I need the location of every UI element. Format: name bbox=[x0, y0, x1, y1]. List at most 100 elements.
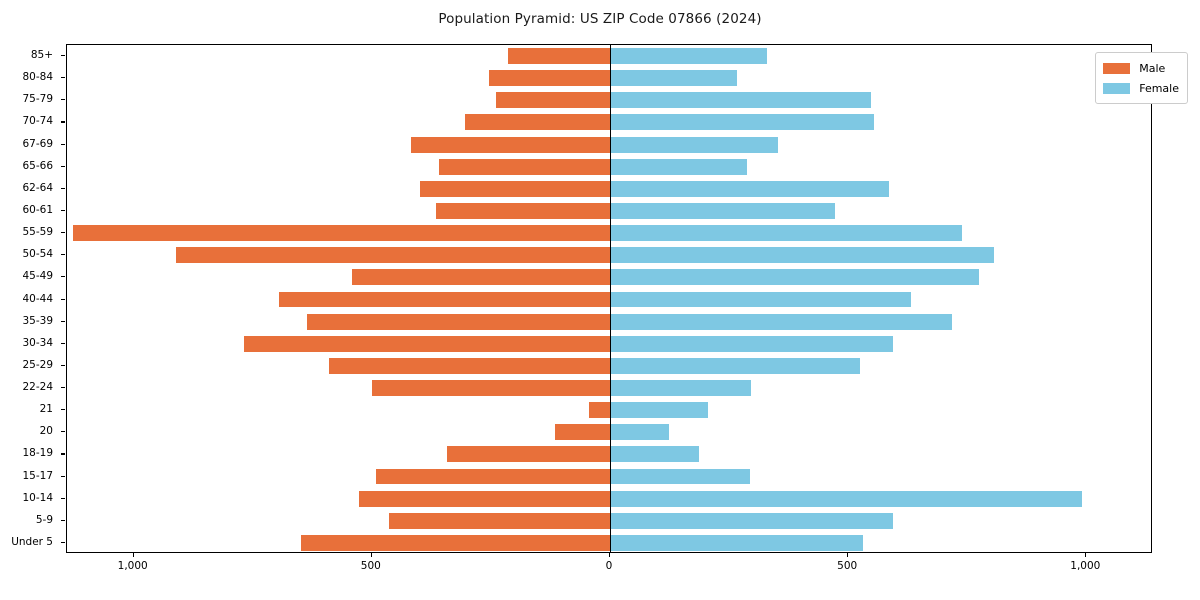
y-axis-tick-label: 25-29 bbox=[22, 358, 53, 371]
bar-female[interactable] bbox=[610, 291, 911, 308]
bars-layer bbox=[67, 45, 1151, 552]
bar-row bbox=[67, 534, 1151, 551]
bar-male[interactable] bbox=[176, 247, 610, 264]
bar-female[interactable] bbox=[610, 114, 874, 131]
bar-row bbox=[67, 512, 1151, 529]
y-axis-tick bbox=[61, 453, 65, 455]
bar-female[interactable] bbox=[610, 490, 1083, 507]
bar-female[interactable] bbox=[610, 70, 737, 87]
x-axis-tick bbox=[132, 553, 134, 557]
bar-row bbox=[67, 357, 1151, 374]
bar-female[interactable] bbox=[610, 313, 953, 330]
x-axis-tick bbox=[370, 553, 372, 557]
bar-row bbox=[67, 424, 1151, 441]
bar-female[interactable] bbox=[610, 247, 995, 264]
bar-row bbox=[67, 92, 1151, 109]
bar-female[interactable] bbox=[610, 48, 767, 65]
y-axis-tick-label: 45-49 bbox=[22, 270, 53, 283]
bar-male[interactable] bbox=[508, 48, 610, 65]
bar-row bbox=[67, 114, 1151, 131]
bar-row bbox=[67, 291, 1151, 308]
bar-row bbox=[67, 380, 1151, 396]
bar-female[interactable] bbox=[610, 158, 748, 175]
bar-male[interactable] bbox=[555, 424, 610, 441]
bar-male[interactable] bbox=[588, 402, 610, 419]
bar-male[interactable] bbox=[420, 180, 610, 197]
bar-female[interactable] bbox=[610, 512, 893, 529]
x-axis-tick bbox=[847, 553, 849, 557]
bar-male[interactable] bbox=[411, 136, 610, 153]
bar-male[interactable] bbox=[278, 291, 610, 308]
x-axis-tick-label: 500 bbox=[837, 560, 858, 572]
y-axis-tick bbox=[61, 431, 65, 433]
zero-axis-line bbox=[610, 45, 612, 552]
bar-male[interactable] bbox=[329, 357, 610, 374]
y-axis-tick bbox=[61, 143, 65, 145]
chart-title: Population Pyramid: US ZIP Code 07866 (2… bbox=[438, 11, 762, 27]
y-axis-tick-label: 5-9 bbox=[35, 513, 53, 526]
y-axis-tick bbox=[61, 276, 65, 278]
y-axis-tick bbox=[61, 497, 65, 499]
bar-female[interactable] bbox=[610, 180, 889, 197]
y-axis-tick bbox=[61, 409, 65, 411]
y-axis-tick bbox=[61, 121, 65, 123]
bar-male[interactable] bbox=[351, 269, 610, 286]
y-axis-tick-label: Under 5 bbox=[11, 535, 53, 548]
bar-male[interactable] bbox=[439, 158, 610, 175]
y-axis-tick-label: 40-44 bbox=[22, 292, 53, 305]
plot-area bbox=[66, 44, 1152, 553]
bar-row bbox=[67, 225, 1151, 242]
bar-male[interactable] bbox=[376, 468, 610, 485]
bar-male[interactable] bbox=[372, 380, 610, 396]
bar-row bbox=[67, 313, 1151, 330]
bar-row bbox=[67, 48, 1151, 65]
legend-entry-male[interactable]: Male bbox=[1103, 58, 1179, 78]
bar-female[interactable] bbox=[610, 269, 979, 286]
bar-male[interactable] bbox=[465, 114, 610, 131]
bar-female[interactable] bbox=[610, 534, 863, 551]
bar-female[interactable] bbox=[610, 446, 699, 463]
bar-row bbox=[67, 468, 1151, 485]
bar-female[interactable] bbox=[610, 335, 894, 352]
y-axis-tick bbox=[61, 320, 65, 322]
y-axis-tick-label: 80-84 bbox=[22, 71, 53, 84]
bar-male[interactable] bbox=[244, 335, 610, 352]
y-axis-tick bbox=[61, 364, 65, 366]
legend-entry-female[interactable]: Female bbox=[1103, 78, 1179, 98]
bar-female[interactable] bbox=[610, 136, 778, 153]
bar-male[interactable] bbox=[489, 70, 610, 87]
bar-male[interactable] bbox=[496, 92, 610, 109]
bar-row bbox=[67, 158, 1151, 175]
y-axis-tick-label: 70-74 bbox=[22, 115, 53, 128]
bar-male[interactable] bbox=[301, 534, 610, 551]
bar-female[interactable] bbox=[610, 380, 751, 396]
bar-row bbox=[67, 402, 1151, 419]
bar-male[interactable] bbox=[307, 313, 610, 330]
bar-female[interactable] bbox=[610, 203, 836, 219]
legend-swatch-male-icon bbox=[1103, 62, 1131, 74]
y-axis-tick-label: 10-14 bbox=[22, 491, 53, 504]
bar-female[interactable] bbox=[610, 424, 670, 441]
bar-male[interactable] bbox=[359, 490, 610, 507]
bar-female[interactable] bbox=[610, 225, 963, 242]
bar-female[interactable] bbox=[610, 92, 871, 109]
y-axis-tick-label: 35-39 bbox=[22, 314, 53, 327]
bar-row bbox=[67, 180, 1151, 197]
y-axis-tick bbox=[61, 99, 65, 101]
bar-female[interactable] bbox=[610, 357, 860, 374]
bar-row bbox=[67, 490, 1151, 507]
y-axis-tick bbox=[61, 165, 65, 167]
bar-female[interactable] bbox=[610, 402, 708, 419]
bar-male[interactable] bbox=[72, 225, 610, 242]
y-axis-tick bbox=[61, 209, 65, 212]
y-axis-tick-label: 62-64 bbox=[22, 181, 53, 194]
bar-male[interactable] bbox=[436, 203, 610, 219]
bar-male[interactable] bbox=[388, 512, 610, 529]
bar-female[interactable] bbox=[610, 468, 751, 485]
y-axis-tick bbox=[61, 55, 65, 57]
bar-row bbox=[67, 70, 1151, 87]
y-axis-tick bbox=[61, 77, 65, 79]
bar-male[interactable] bbox=[447, 446, 610, 463]
legend-swatch-female-icon bbox=[1103, 82, 1131, 94]
